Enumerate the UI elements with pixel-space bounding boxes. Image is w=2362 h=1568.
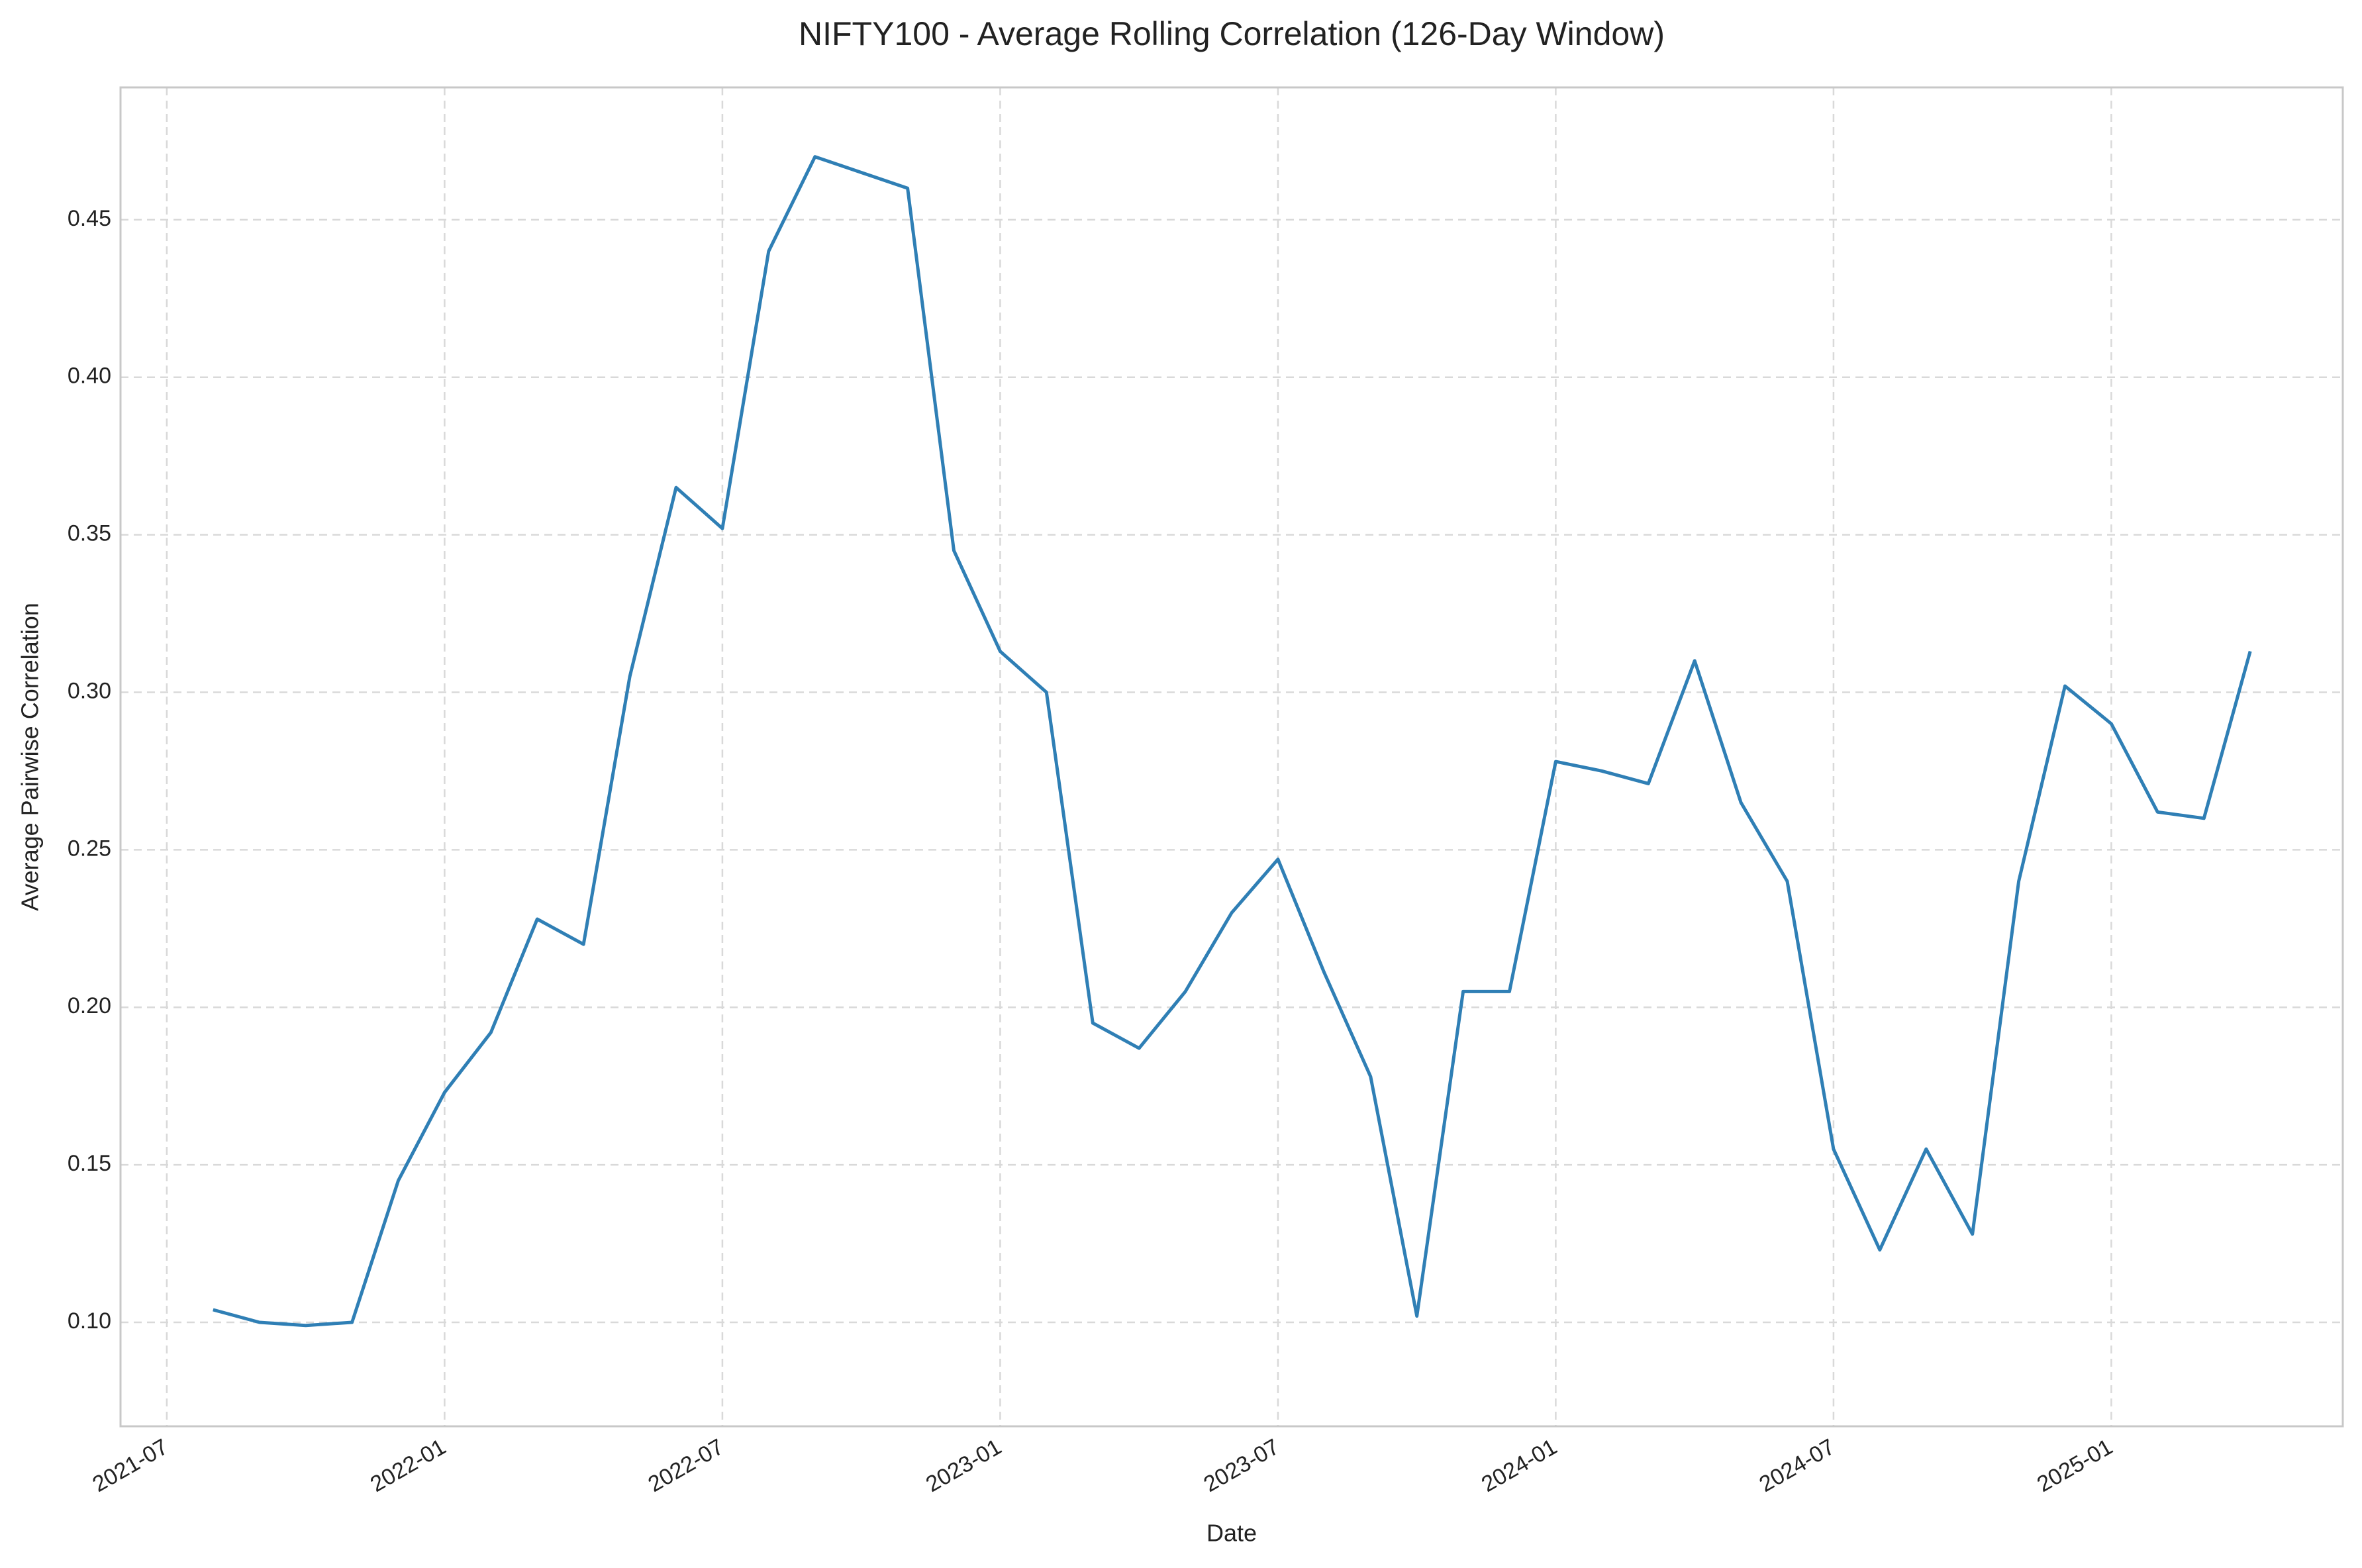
y-tick-label: 0.40 bbox=[68, 364, 111, 389]
y-axis-label: Average Pairwise Correlation bbox=[17, 603, 44, 911]
x-tick-label: 2025-01 bbox=[2033, 1434, 2117, 1497]
y-tick-label: 0.20 bbox=[68, 993, 111, 1018]
x-tick-label: 2023-07 bbox=[1199, 1434, 1283, 1497]
x-tick-label: 2022-01 bbox=[366, 1434, 450, 1497]
y-tick-label: 0.10 bbox=[68, 1308, 111, 1334]
y-tick-label: 0.15 bbox=[68, 1151, 111, 1176]
y-tick-label: 0.35 bbox=[68, 521, 111, 546]
y-tick-label: 0.45 bbox=[68, 206, 111, 231]
plot-frame bbox=[119, 86, 2344, 1428]
x-tick-label: 2024-07 bbox=[1755, 1434, 1839, 1497]
y-tick-label: 0.30 bbox=[68, 678, 111, 703]
x-axis-label: Date bbox=[1206, 1520, 1257, 1547]
x-tick-label: 2023-01 bbox=[922, 1434, 1006, 1497]
x-tick-label: 2021-07 bbox=[88, 1434, 172, 1497]
y-tick-label: 0.25 bbox=[68, 836, 111, 861]
chart-title: NIFTY100 - Average Rolling Correlation (… bbox=[799, 15, 1665, 52]
x-tick-label: 2024-01 bbox=[1477, 1434, 1561, 1497]
x-tick-label: 2022-07 bbox=[644, 1434, 728, 1497]
data-line bbox=[213, 155, 2252, 1328]
